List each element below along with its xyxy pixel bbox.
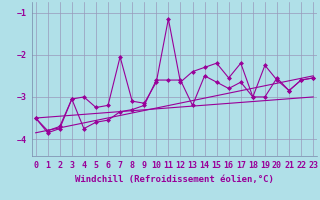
X-axis label: Windchill (Refroidissement éolien,°C): Windchill (Refroidissement éolien,°C) — [75, 175, 274, 184]
